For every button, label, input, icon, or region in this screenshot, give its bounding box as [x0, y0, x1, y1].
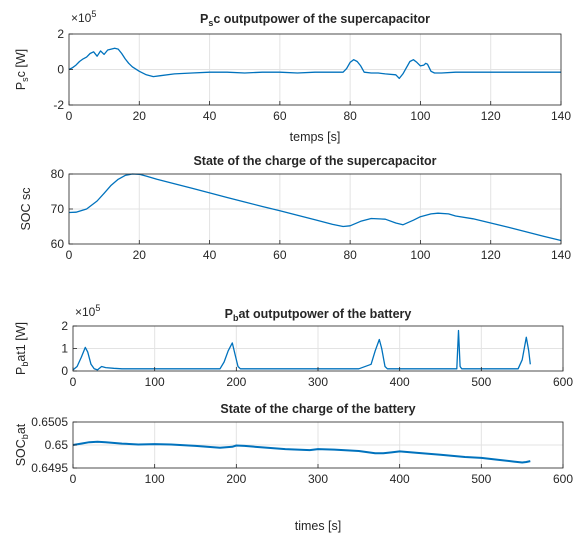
y-tick-label: -2: [53, 98, 64, 112]
y-exponent: ×105: [71, 9, 96, 25]
y-axis-label: SOCbat: [14, 423, 30, 466]
ylabel-rest: c [W]: [14, 49, 28, 77]
x-tick-label: 600: [553, 472, 573, 486]
x-tick-label: 300: [308, 375, 328, 389]
title-subscript: b: [233, 313, 239, 323]
title-main: State of the charge of the supercapacito…: [193, 154, 436, 168]
chart-panel-2: 0 20 40 60 80 100 120 140 60 70 80 State of the cha…: [19, 154, 571, 262]
y-tick-label: 0.65: [45, 438, 69, 452]
ylabel-main: SOC sc: [19, 187, 33, 230]
x-tick-label: 20: [133, 248, 147, 262]
title-main: P: [225, 307, 233, 321]
title-rest: c outputpower of the supercapacitor: [213, 12, 430, 26]
exponent-power: 5: [91, 9, 96, 19]
ylabel-main: P: [14, 82, 28, 90]
ylabel-subscript: s: [20, 77, 30, 82]
x-tick-label: 0: [70, 472, 77, 486]
chart-title: Pbat outputpower of the battery: [225, 307, 412, 323]
x-tick-label: 140: [551, 248, 571, 262]
y-tick-label: 80: [51, 167, 65, 181]
x-tick-label: 100: [410, 109, 430, 123]
x-tick-label: 20: [133, 109, 147, 123]
ylabel-subscript: b: [20, 434, 30, 439]
x-tick-label: 300: [308, 472, 328, 486]
y-tick-label: 60: [51, 237, 65, 251]
x-tick-label: 200: [226, 472, 246, 486]
y-tick-label: 0.6495: [31, 461, 68, 475]
x-tick-label: 40: [203, 109, 217, 123]
x-tick-label: 100: [410, 248, 430, 262]
x-axis-label: temps [s]: [290, 130, 341, 144]
x-tick-label: 60: [273, 109, 287, 123]
y-exponent: ×105: [75, 303, 100, 319]
title-main: P: [200, 12, 208, 26]
x-tick-label: 80: [343, 109, 357, 123]
x-tick-label: 0: [66, 248, 73, 262]
x-tick-label: 120: [481, 248, 501, 262]
y-tick-label: 1: [61, 342, 68, 356]
y-tick-label: 70: [51, 202, 65, 216]
y-tick-label: 2: [61, 319, 68, 333]
x-tick-label: 400: [390, 472, 410, 486]
y-tick-label: 0: [57, 63, 64, 77]
y-axis-label: Psc [W]: [14, 49, 30, 90]
y-axis-label: Pbat1 [W]: [14, 322, 30, 375]
x-tick-label: 0: [70, 375, 77, 389]
x-tick-label: 400: [390, 375, 410, 389]
title-subscript: s: [208, 18, 213, 28]
x-tick-label: 120: [481, 109, 501, 123]
exponent-power: 5: [95, 303, 100, 313]
ylabel-rest: at1 [W]: [14, 322, 28, 362]
series-line: [72, 329, 531, 371]
x-tick-label: 140: [551, 109, 571, 123]
x-tick-label: 200: [226, 375, 246, 389]
exponent-base: ×10: [71, 11, 92, 25]
x-tick-label: 500: [471, 472, 491, 486]
ylabel-main: SOC: [14, 439, 28, 466]
y-axis-label: SOC sc: [19, 187, 33, 230]
ylabel-rest: at: [14, 423, 28, 434]
x-tick-label: 500: [471, 375, 491, 389]
series-line: [68, 173, 562, 242]
x-tick-label: 600: [553, 375, 573, 389]
chart-title: State of the charge of the battery: [220, 402, 415, 416]
series-line: [72, 440, 531, 464]
x-tick-label: 100: [145, 472, 165, 486]
y-tick-label: 0: [61, 364, 68, 378]
chart-panel-4: 0 100 200 300 400 500 600 0.6495 0.65 0.6505 State…: [14, 402, 573, 533]
x-axis-label: times [s]: [295, 519, 342, 533]
title-rest: at outputpower of the battery: [238, 307, 411, 321]
x-tick-label: 0: [66, 109, 73, 123]
ylabel-subscript: b: [20, 362, 30, 367]
chart-title: State of the charge of the supercapacito…: [193, 154, 436, 168]
x-tick-label: 100: [145, 375, 165, 389]
x-tick-label: 80: [343, 248, 357, 262]
x-tick-label: 60: [273, 248, 287, 262]
ylabel-main: P: [14, 367, 28, 375]
y-tick-label: 0.6505: [31, 415, 68, 429]
series-line: [68, 47, 561, 80]
exponent-base: ×10: [75, 305, 96, 319]
chart-title: Psc outputpower of the supercapacitor: [200, 12, 430, 28]
y-tick-label: 2: [57, 27, 64, 41]
x-tick-label: 40: [203, 248, 217, 262]
title-main: State of the charge of the battery: [220, 402, 415, 416]
